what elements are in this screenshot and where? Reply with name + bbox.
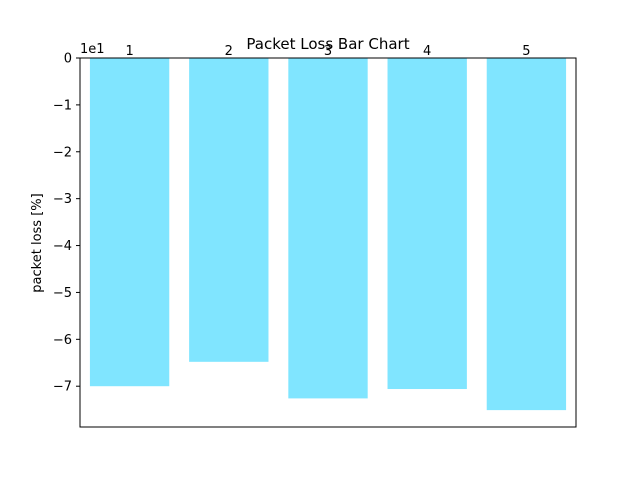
category-label-5: 5 — [522, 44, 530, 59]
category-label-2: 2 — [225, 44, 233, 59]
plot-frame — [79, 57, 577, 428]
y-offset-label: 1e1 — [80, 42, 105, 57]
y-tick-label: −2 — [53, 145, 72, 160]
y-tick-label: −6 — [53, 333, 72, 348]
bar-1 — [89, 58, 170, 387]
y-tick-label: −1 — [53, 98, 72, 113]
y-tick-label: 0 — [64, 52, 72, 67]
y-tick-label: −5 — [53, 286, 72, 301]
y-tick-label: −7 — [53, 380, 72, 395]
bar-2 — [189, 58, 269, 362]
y-axis-ticks: 0 −1 −2 −3 −4 −5 −6 −7 — [53, 52, 80, 395]
chart-title: Packet Loss Bar Chart — [246, 35, 409, 53]
bar-3 — [288, 58, 368, 399]
category-label-1: 1 — [125, 44, 133, 59]
bar-5 — [486, 58, 567, 411]
bars-group — [89, 58, 567, 411]
y-tick-label: −4 — [53, 239, 72, 254]
y-axis-label: packet loss [%] — [30, 193, 45, 292]
bar-4 — [387, 58, 467, 390]
category-labels: 1 2 3 4 5 — [125, 44, 530, 59]
y-tick-label: −3 — [53, 192, 72, 207]
category-label-3: 3 — [324, 44, 332, 59]
category-label-4: 4 — [423, 44, 431, 59]
